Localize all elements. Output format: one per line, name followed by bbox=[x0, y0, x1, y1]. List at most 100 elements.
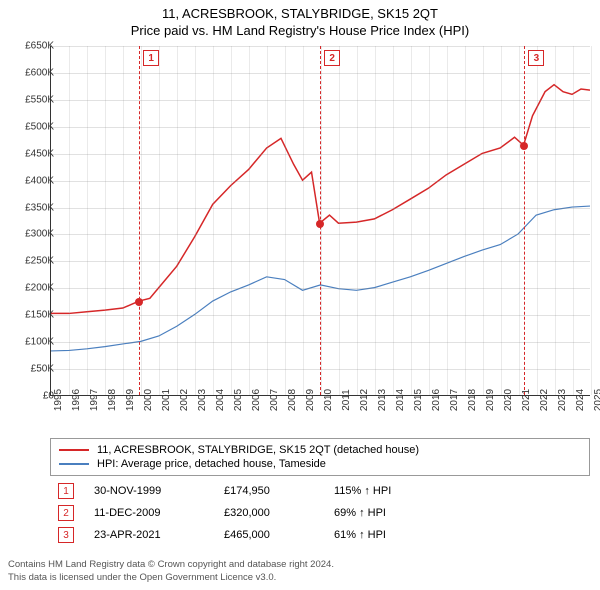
event-marker-dot bbox=[316, 220, 324, 228]
x-axis-label: 1995 bbox=[53, 389, 64, 411]
event-row-price: £320,000 bbox=[224, 507, 314, 519]
event-marker-line bbox=[524, 46, 525, 395]
x-axis-label: 2016 bbox=[431, 389, 442, 411]
x-axis-label: 2022 bbox=[539, 389, 550, 411]
gridline-vertical bbox=[249, 46, 250, 395]
x-axis-label: 2021 bbox=[521, 389, 532, 411]
x-axis-label: 1998 bbox=[107, 389, 118, 411]
y-axis-label: £500K bbox=[25, 121, 54, 132]
y-axis-label: £50K bbox=[31, 364, 54, 375]
y-axis-label: £300K bbox=[25, 229, 54, 240]
y-axis-label: £550K bbox=[25, 94, 54, 105]
x-axis-label: 2025 bbox=[593, 389, 600, 411]
x-axis-label: 2011 bbox=[341, 389, 352, 411]
event-marker-dot bbox=[520, 142, 528, 150]
event-row: 1 30-NOV-1999 £174,950 115% ↑ HPI bbox=[50, 480, 590, 502]
x-axis-label: 1997 bbox=[89, 389, 100, 411]
gridline-vertical bbox=[267, 46, 268, 395]
x-axis-label: 2018 bbox=[467, 389, 478, 411]
event-marker-dot bbox=[135, 298, 143, 306]
chart-subtitle: Price paid vs. HM Land Registry's House … bbox=[0, 21, 600, 38]
legend-label: 11, ACRESBROOK, STALYBRIDGE, SK15 2QT (d… bbox=[97, 444, 419, 456]
event-row-date: 11-DEC-2009 bbox=[94, 507, 204, 519]
gridline-vertical bbox=[483, 46, 484, 395]
gridline-vertical bbox=[141, 46, 142, 395]
x-axis-label: 1996 bbox=[71, 389, 82, 411]
gridline-vertical bbox=[501, 46, 502, 395]
event-row-number: 2 bbox=[58, 505, 74, 521]
footer-line-2: This data is licensed under the Open Gov… bbox=[8, 572, 334, 584]
event-row-date: 30-NOV-1999 bbox=[94, 485, 204, 497]
event-marker-number: 3 bbox=[528, 50, 544, 66]
y-axis-label: £150K bbox=[25, 310, 54, 321]
gridline-vertical bbox=[375, 46, 376, 395]
gridline-vertical bbox=[411, 46, 412, 395]
events-table: 1 30-NOV-1999 £174,950 115% ↑ HPI 2 11-DEC-20… bbox=[50, 480, 590, 546]
event-row: 2 11-DEC-2009 £320,000 69% ↑ HPI bbox=[50, 502, 590, 524]
x-axis-label: 2004 bbox=[215, 389, 226, 411]
x-axis-label: 2006 bbox=[251, 389, 262, 411]
x-axis-label: 2007 bbox=[269, 389, 280, 411]
x-axis-label: 2005 bbox=[233, 389, 244, 411]
gridline-vertical bbox=[195, 46, 196, 395]
x-axis-label: 2001 bbox=[161, 389, 172, 411]
event-row-price: £174,950 bbox=[224, 485, 314, 497]
x-axis-label: 2008 bbox=[287, 389, 298, 411]
x-axis-label: 2024 bbox=[575, 389, 586, 411]
x-axis-label: 2013 bbox=[377, 389, 388, 411]
x-axis-label: 2023 bbox=[557, 389, 568, 411]
y-axis-label: £600K bbox=[25, 67, 54, 78]
gridline-vertical bbox=[519, 46, 520, 395]
gridline-vertical bbox=[429, 46, 430, 395]
y-axis-label: £350K bbox=[25, 202, 54, 213]
gridline-vertical bbox=[159, 46, 160, 395]
gridline-vertical bbox=[573, 46, 574, 395]
gridline-vertical bbox=[231, 46, 232, 395]
gridline-vertical bbox=[105, 46, 106, 395]
y-axis-label: £200K bbox=[25, 283, 54, 294]
y-axis-label: £400K bbox=[25, 175, 54, 186]
chart-legend: 11, ACRESBROOK, STALYBRIDGE, SK15 2QT (d… bbox=[50, 438, 590, 476]
x-axis-label: 1999 bbox=[125, 389, 136, 411]
x-axis-label: 2019 bbox=[485, 389, 496, 411]
gridline-vertical bbox=[357, 46, 358, 395]
gridline-vertical bbox=[87, 46, 88, 395]
gridline-vertical bbox=[555, 46, 556, 395]
x-axis-label: 2014 bbox=[395, 389, 406, 411]
legend-swatch bbox=[59, 463, 89, 465]
footer-attribution: Contains HM Land Registry data © Crown c… bbox=[8, 559, 334, 584]
x-axis-label: 2000 bbox=[143, 389, 154, 411]
event-row-pct: 115% ↑ HPI bbox=[334, 485, 391, 497]
event-row-pct: 69% ↑ HPI bbox=[334, 507, 386, 519]
gridline-vertical bbox=[177, 46, 178, 395]
y-axis-label: £650K bbox=[25, 41, 54, 52]
y-axis-label: £100K bbox=[25, 337, 54, 348]
gridline-vertical bbox=[591, 46, 592, 395]
x-axis-label: 2017 bbox=[449, 389, 460, 411]
legend-label: HPI: Average price, detached house, Tame… bbox=[97, 458, 326, 470]
chart-title: 11, ACRESBROOK, STALYBRIDGE, SK15 2QT bbox=[0, 0, 600, 21]
x-axis-label: 2015 bbox=[413, 389, 424, 411]
gridline-vertical bbox=[213, 46, 214, 395]
event-row-number: 3 bbox=[58, 527, 74, 543]
event-marker-line bbox=[139, 46, 140, 395]
x-axis-label: 2020 bbox=[503, 389, 514, 411]
x-axis-label: 2010 bbox=[323, 389, 334, 411]
x-axis-label: 2012 bbox=[359, 389, 370, 411]
gridline-vertical bbox=[393, 46, 394, 395]
gridline-vertical bbox=[447, 46, 448, 395]
chart-plot-area: 123 bbox=[50, 46, 590, 396]
legend-swatch bbox=[59, 449, 89, 451]
y-axis-label: £250K bbox=[25, 256, 54, 267]
gridline-vertical bbox=[123, 46, 124, 395]
legend-row: HPI: Average price, detached house, Tame… bbox=[59, 457, 581, 471]
gridline-vertical bbox=[537, 46, 538, 395]
event-row-price: £465,000 bbox=[224, 529, 314, 541]
y-axis-label: £450K bbox=[25, 148, 54, 159]
footer-line-1: Contains HM Land Registry data © Crown c… bbox=[8, 559, 334, 571]
event-row-pct: 61% ↑ HPI bbox=[334, 529, 386, 541]
event-marker-number: 1 bbox=[143, 50, 159, 66]
event-row-number: 1 bbox=[58, 483, 74, 499]
gridline-vertical bbox=[303, 46, 304, 395]
event-row: 323-APR-2021£465,00061% ↑ HPI bbox=[50, 524, 590, 546]
